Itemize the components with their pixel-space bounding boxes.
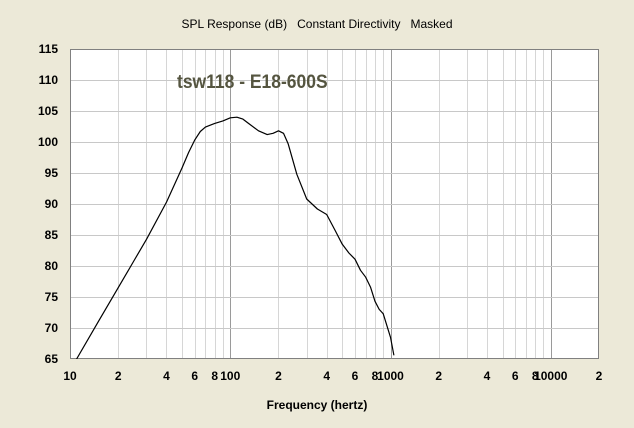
y-tick-label: 70 — [45, 321, 59, 335]
y-tick-label: 90 — [45, 197, 59, 211]
y-tick-label: 105 — [38, 104, 58, 118]
x-axis-label: Frequency (hertz) — [266, 398, 368, 412]
x-tick-label: 8 — [211, 369, 218, 383]
x-tick-label: 100 — [220, 369, 240, 383]
y-tick-label: 75 — [45, 290, 59, 304]
y-tick-label: 110 — [39, 73, 59, 87]
y-tick-label: 80 — [45, 259, 59, 273]
x-tick-label: 2 — [435, 369, 442, 383]
x-tick-label: 10 — [63, 369, 77, 383]
x-tick-label: 8 — [372, 369, 379, 383]
chart-title: SPL Response (dB) Constant Directivity M… — [181, 17, 453, 31]
series-line — [76, 116, 395, 359]
y-tick-label: 115 — [39, 42, 59, 56]
x-tick-label: 2 — [275, 369, 282, 383]
x-tick-label: 1000 — [377, 369, 404, 383]
x-tick-label: 6 — [352, 369, 359, 383]
y-tick-label: 65 — [45, 352, 59, 366]
x-tick-label: 6 — [191, 369, 198, 383]
chart-annotation: tsw118 - E18-600S — [177, 72, 328, 93]
x-tick-label: 2 — [596, 369, 603, 383]
x-tick-label: 8 — [532, 369, 539, 383]
y-tick-label: 85 — [45, 228, 59, 242]
x-tick-label: 4 — [484, 369, 491, 383]
plot-border — [70, 49, 599, 359]
x-tick-label: 10000 — [534, 369, 568, 383]
x-tick-label: 4 — [163, 369, 170, 383]
y-tick-label: 95 — [45, 166, 59, 180]
x-tick-label: 6 — [512, 369, 519, 383]
x-tick-label: 4 — [323, 369, 330, 383]
y-tick-label: 100 — [38, 135, 58, 149]
x-tick-label: 2 — [115, 369, 122, 383]
